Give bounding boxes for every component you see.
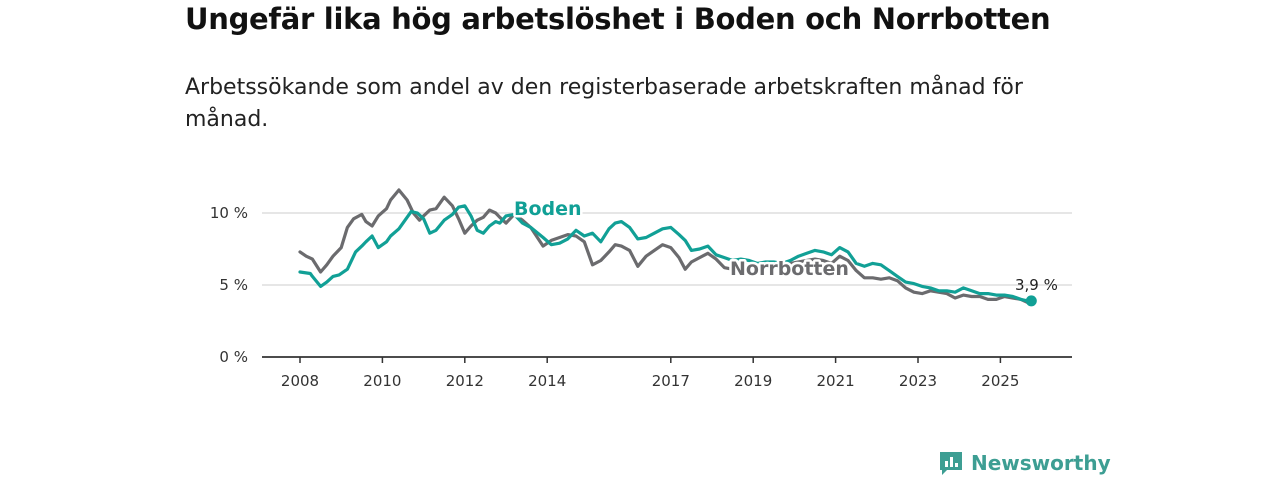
series-label-boden: Boden [514,198,582,220]
y-tick-label: 0 % [219,348,248,366]
end-point-marker [1025,295,1037,307]
y-tick-label: 10 % [210,204,248,222]
gridlines: 0 % 5 % 10 % [210,204,1072,366]
x-tick-label: 2012 [446,372,484,390]
x-tick-label: 2008 [281,372,319,390]
x-tick-label: 2019 [734,372,772,390]
x-tick-label: 2010 [363,372,401,390]
newsworthy-icon [940,452,962,475]
series-labels: Boden Norrbotten 3,9 % [512,196,1058,295]
series-label-norrbotten: Norrbotten [730,258,849,280]
x-tick-label: 2023 [899,372,937,390]
x-tick-label: 2021 [817,372,855,390]
brand-logo: Newsworthy [938,446,1111,480]
series-line-norrbotten [298,188,1033,304]
x-tick-label: 2014 [528,372,566,390]
x-tick-label: 2025 [981,372,1019,390]
x-tick-label: 2017 [652,372,690,390]
end-value-label: 3,9 % [1015,276,1058,294]
series-lines [298,188,1037,307]
brand-name: Newsworthy [971,451,1111,475]
chart-subtitle: Arbetssökande som andel av den registerb… [185,75,1023,132]
y-tick-label: 5 % [219,276,248,294]
series-line-boden [298,204,1033,303]
chart-title: Ungefär lika hög arbetslöshet i Boden oc… [185,2,1051,36]
x-axis: 2008 2010 2012 2014 2017 2019 2021 2023 2025 [262,356,1072,390]
